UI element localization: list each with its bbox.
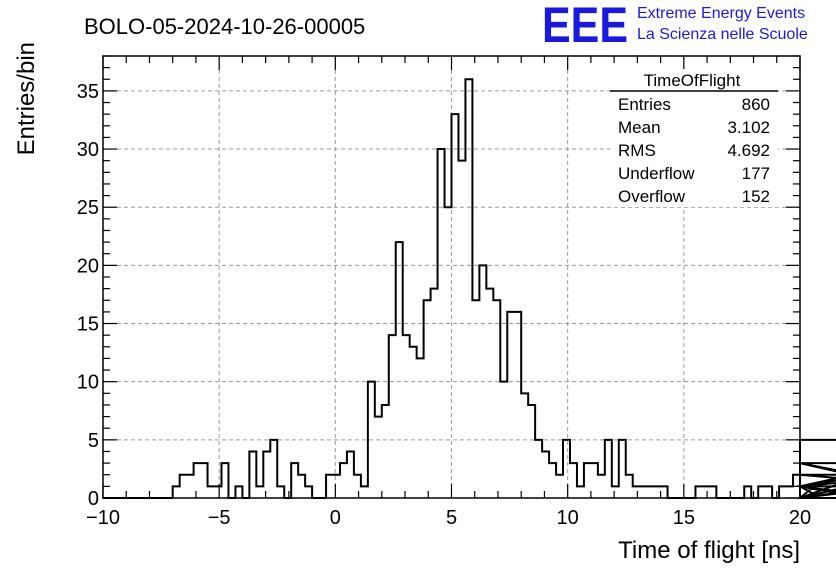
eee-logo-mark: EEE [542,0,628,53]
stats-value: 177 [742,164,770,183]
stats-label: Mean [618,118,661,137]
stats-label: Overflow [618,187,686,206]
logo-line-2: La Scienza nelle Scuole [637,26,808,43]
y-tick-label: 25 [77,197,99,219]
y-tick-label: 35 [77,81,99,103]
logo-line-1: Extreme Energy Events [637,5,805,22]
x-tick-label: 0 [330,507,341,529]
x-tick-label: 10 [557,507,579,529]
y-tick-label: 0 [88,488,99,510]
x-tick-label: 5 [446,507,457,529]
x-tick-label: 15 [673,507,695,529]
stats-label: RMS [618,141,656,160]
stats-box: TimeOfFlight Entries 860 Mean 3.102 RMS 4.692… [610,69,778,207]
x-tick-labels: −10 −5 0 5 10 15 20 [86,507,811,529]
y-tick-label: 15 [77,314,99,336]
y-tick-labels: 0 5 10 15 20 25 30 35 [77,81,99,510]
x-tick-label: −5 [208,507,231,529]
y-tick-label: 10 [77,372,99,394]
y-tick-label: 5 [88,430,99,452]
stats-label: Underflow [618,164,695,183]
chart-title: BOLO-05-2024-10-26-00005 [84,14,365,39]
stats-value: 152 [742,187,770,206]
x-tick-label: −10 [86,507,120,529]
y-axis-label: Entries/bin [13,42,40,155]
x-axis-label: Time of flight [ns] [618,537,800,564]
stats-box-title: TimeOfFlight [644,71,741,90]
stats-label: Entries [618,95,671,114]
y-tick-label: 30 [77,139,99,161]
stats-box-background [610,69,778,207]
axis-ticks [102,55,801,499]
stats-value: 3.102 [727,118,770,137]
stats-rows: Entries 860 Mean 3.102 RMS 4.692 Underflow 177 O… [618,95,770,206]
stats-value: 4.692 [727,141,770,160]
x-tick-label: 20 [789,507,811,529]
stats-value: 860 [742,95,770,114]
y-tick-label: 20 [77,255,99,277]
eee-logo: EEE Extreme Energy Events La Scienza nel… [542,0,808,53]
histogram-series [103,78,836,499]
